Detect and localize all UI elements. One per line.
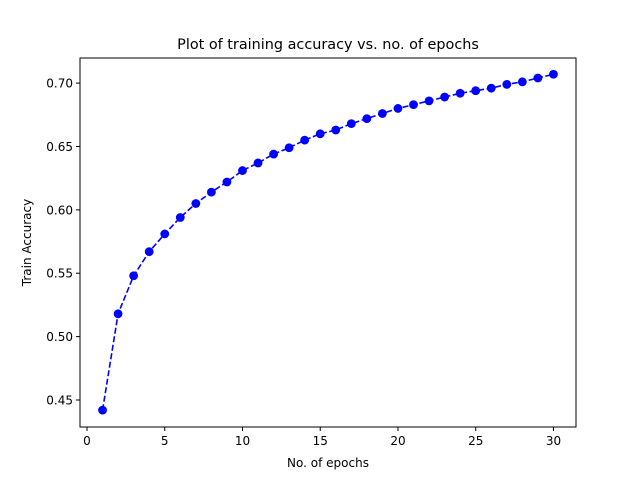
- data-point: [206, 187, 216, 197]
- x-axis-label: No. of epochs: [287, 456, 369, 470]
- data-point: [191, 199, 201, 208]
- x-tick-label: 10: [235, 434, 250, 448]
- data-point: [331, 125, 341, 135]
- data-point: [129, 271, 139, 281]
- data-point: [549, 69, 558, 79]
- y-tick-label: 0.70: [46, 77, 73, 91]
- data-point: [362, 114, 372, 123]
- y-tick-label: 0.60: [46, 203, 73, 217]
- data-point: [300, 135, 310, 145]
- y-tick-label: 0.65: [46, 140, 73, 154]
- data-point: [424, 96, 434, 106]
- x-tick-label: 5: [161, 434, 169, 448]
- y-axis-label: Train Accuracy: [20, 199, 34, 287]
- y-tick-label: 0.50: [46, 330, 73, 344]
- data-point: [533, 73, 543, 83]
- data-point: [346, 119, 356, 129]
- data-point: [378, 109, 387, 118]
- data-point: [113, 309, 123, 319]
- x-tick-label: 0: [83, 434, 91, 448]
- data-point: [175, 213, 185, 222]
- data-point: [440, 92, 450, 102]
- axes-frame: [79, 57, 577, 428]
- data-point: [160, 229, 170, 239]
- plot-area: [98, 69, 558, 415]
- x-tick-label: 30: [546, 434, 561, 448]
- data-point: [409, 100, 418, 110]
- x-axis: 0 5 10 15 20 25 30: [83, 427, 561, 448]
- x-tick-label: 15: [313, 434, 328, 448]
- data-point: [455, 88, 465, 98]
- data-point: [222, 177, 232, 187]
- data-point: [144, 247, 154, 257]
- data-point: [486, 83, 496, 93]
- data-point: [98, 405, 107, 415]
- chart-title: Plot of training accuracy vs. no. of epo…: [177, 37, 479, 53]
- x-tick-label: 25: [468, 434, 483, 448]
- y-tick-label: 0.45: [46, 394, 73, 408]
- x-tick-label: 20: [390, 434, 405, 448]
- data-point: [238, 166, 247, 175]
- data-point: [471, 86, 481, 96]
- data-point: [393, 104, 403, 113]
- y-axis: 0.45 0.50 0.55 0.60 0.65 0.70: [46, 77, 80, 408]
- data-point: [269, 149, 278, 159]
- data-point: [253, 158, 263, 168]
- data-point: [315, 129, 325, 139]
- y-tick-label: 0.55: [46, 267, 73, 281]
- data-point: [502, 79, 512, 89]
- data-point: [284, 143, 294, 153]
- data-point: [517, 77, 527, 87]
